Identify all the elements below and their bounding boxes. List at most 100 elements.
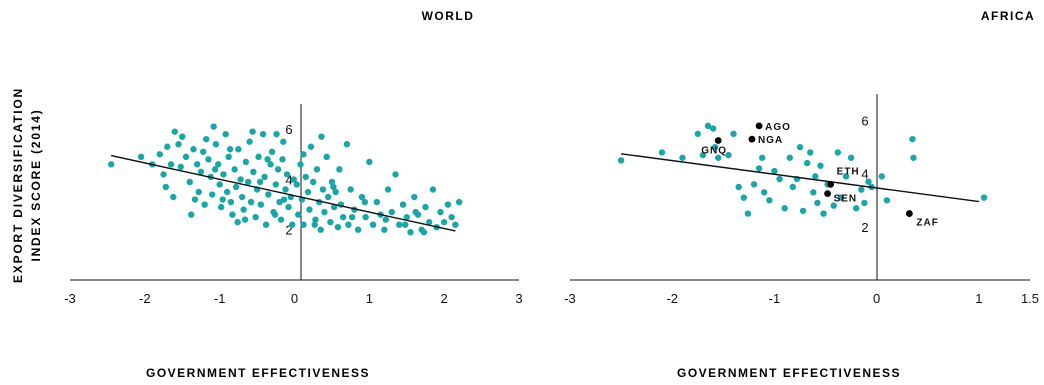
africa-data-point: [711, 143, 719, 151]
world-data-point: [324, 193, 332, 201]
world-y-tick-label: 4: [285, 172, 292, 187]
world-data-point: [297, 161, 304, 168]
world-data-point: [321, 208, 328, 216]
africa-data-point: [817, 162, 824, 169]
world-data-point: [229, 211, 236, 218]
world-data-point: [212, 141, 220, 148]
world-data-point: [323, 153, 330, 160]
world-data-point: [162, 183, 169, 191]
highlight-label-sen: SEN: [834, 194, 858, 205]
africa-data-point: [810, 189, 817, 196]
africa-data-point: [730, 130, 737, 138]
africa-data-point: [853, 205, 860, 212]
africa-data-point: [725, 151, 732, 159]
africa-data-point: [909, 135, 916, 143]
world-data-point: [175, 141, 182, 148]
world-data-point: [444, 201, 452, 208]
world-data-point: [194, 161, 201, 168]
africa-data-point: [837, 194, 845, 201]
world-data-point: [268, 148, 276, 155]
world-data-point: [214, 161, 222, 168]
world-data-point: [361, 198, 369, 206]
world-y-tick-label: 2: [285, 223, 292, 238]
world-trend-line: [111, 154, 456, 232]
world-data-point: [256, 178, 264, 186]
world-data-point: [334, 224, 342, 231]
world-data-point: [293, 181, 300, 188]
world-data-point: [307, 143, 315, 150]
africa-trend-line: [621, 153, 979, 203]
africa-data-point: [980, 194, 988, 201]
world-data-point: [304, 188, 312, 196]
world-data-point: [336, 166, 343, 173]
world-data-point: [267, 161, 274, 168]
world-data-point: [339, 213, 347, 221]
world-data-point: [345, 221, 352, 228]
world-x-tick-label: 3: [515, 291, 522, 306]
world-data-point: [319, 186, 327, 193]
africa-data-point: [834, 149, 842, 156]
africa-data-point: [803, 159, 811, 167]
world-data-point: [222, 130, 229, 138]
africa-data-point: [755, 165, 763, 172]
world-data-point: [201, 201, 208, 208]
world-data-point: [164, 143, 171, 150]
world-data-point: [343, 141, 351, 148]
world-chart: WORLD GOVERNMENT EFFECTIVENESS -3 -2 -1 0 1 2…: [64, 9, 522, 380]
africa-data-point: [807, 149, 814, 156]
africa-data-point: [812, 173, 819, 180]
world-data-point: [210, 123, 217, 130]
world-data-point: [257, 201, 265, 208]
world-chart-title: WORLD: [422, 9, 475, 23]
world-data-point: [264, 156, 271, 163]
world-data-point: [437, 208, 444, 216]
africa-data-point: [820, 210, 827, 217]
world-data-point: [362, 213, 369, 221]
africa-data-point: [776, 175, 783, 183]
world-data-point: [285, 203, 292, 211]
world-data-point: [302, 173, 309, 181]
world-data-point: [219, 196, 226, 203]
world-data-point: [388, 208, 395, 216]
world-data-point: [271, 211, 279, 218]
world-data-point: [137, 153, 145, 160]
world-data-point: [208, 191, 216, 198]
world-data-point: [202, 136, 210, 143]
world-data-point: [195, 188, 202, 196]
africa-data-point: [842, 173, 850, 180]
world-data-point: [455, 198, 463, 206]
africa-data-point: [704, 122, 712, 130]
world-data-point: [255, 153, 262, 160]
world-data-point: [274, 166, 282, 173]
highlight-point-eth: [827, 180, 835, 188]
world-data-point: [225, 153, 232, 160]
africa-data-point: [796, 143, 804, 151]
africa-data-point: [744, 210, 752, 217]
world-data-point: [188, 211, 195, 218]
africa-data-point: [830, 202, 837, 209]
world-data-point: [366, 158, 373, 166]
world-data-point: [289, 221, 296, 228]
africa-x-tick-label: -2: [666, 291, 678, 306]
africa-data-point: [771, 167, 778, 175]
highlight-point-ago: [755, 122, 763, 130]
world-data-point: [241, 216, 249, 223]
world-data-point: [382, 216, 389, 223]
world-data-point: [240, 206, 247, 213]
world-data-point: [300, 221, 307, 228]
world-x-tick-label: -2: [139, 291, 151, 306]
world-data-point: [231, 166, 238, 173]
world-data-point: [191, 196, 199, 203]
world-data-point: [232, 183, 240, 191]
world-data-point: [392, 171, 399, 178]
world-data-point: [384, 186, 392, 193]
world-data-point: [237, 176, 244, 183]
world-data-point: [422, 203, 429, 211]
world-data-point: [160, 171, 167, 178]
world-data-point: [259, 130, 267, 138]
world-x-tick-label: -1: [214, 291, 226, 306]
africa-y-tick-label: 2: [861, 220, 868, 235]
world-data-point: [179, 133, 186, 140]
world-x-tick-label: 0: [291, 291, 298, 306]
world-data-point: [242, 158, 250, 166]
